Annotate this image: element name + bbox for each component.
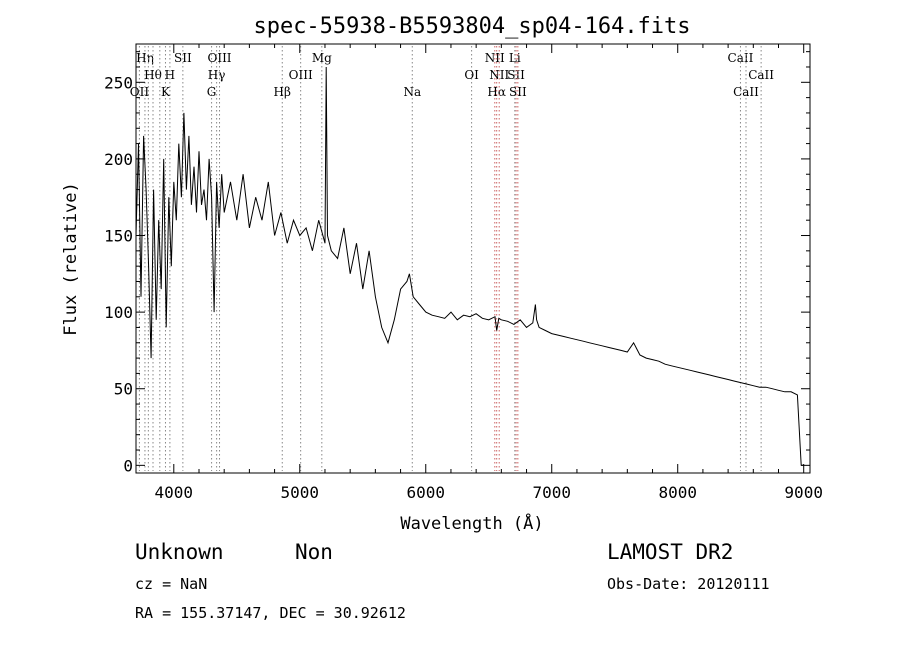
survey-label: LAMOST DR2	[607, 540, 734, 564]
x-tick-label-9000: 9000	[784, 483, 823, 502]
line-marker-label-14: Na	[403, 85, 421, 99]
line-marker-label-22: CaII	[728, 51, 754, 65]
line-marker-label-10: OIII	[207, 51, 231, 65]
spectrum-series-line-0	[135, 66, 804, 466]
line-marker-label-16: NII	[485, 51, 505, 65]
line-marker-label-6: H	[165, 68, 175, 82]
line-marker-label-8: G	[207, 85, 217, 99]
y-tick-label-0: 0	[123, 456, 133, 475]
x-tick-label-8000: 8000	[658, 483, 697, 502]
series-layer	[135, 66, 804, 466]
x-tick-label-7000: 7000	[532, 483, 571, 502]
class-label: Unknown	[135, 540, 224, 564]
line-marker-label-3: Hθ	[144, 68, 162, 82]
x-axis-label: Wavelength (Å)	[400, 512, 543, 534]
obs-date-label: Obs-Date: 20120111	[607, 575, 770, 593]
line-marker-label-19: Li	[509, 51, 521, 65]
line-marker-label-20: SII	[507, 68, 525, 82]
line-marker-label-11: Hβ	[274, 85, 291, 99]
y-tick-label-150: 150	[104, 227, 133, 246]
line-marker-label-15: OI	[464, 68, 479, 82]
coordinates-label: RA = 155.37147, DEC = 30.92612	[135, 604, 406, 622]
chart-title: spec-55938-B5593804_sp04-164.fits	[253, 14, 690, 39]
line-marker-label-7: SII	[174, 51, 192, 65]
y-tick-label-250: 250	[104, 73, 133, 92]
line-marker-label-24: CaII	[748, 68, 774, 82]
line-marker-label-13: Mg	[312, 51, 332, 65]
line-marker-label-9: Hγ	[208, 68, 226, 82]
line-marker-label-18: NII	[489, 68, 509, 82]
y-axis-label: Flux (relative)	[61, 182, 81, 336]
y-tick-label-50: 50	[114, 380, 133, 399]
x-tick-label-5000: 5000	[281, 483, 320, 502]
y-tick-label-100: 100	[104, 303, 133, 322]
line-marker-label-21: SII	[509, 85, 527, 99]
x-tick-label-4000: 4000	[155, 483, 194, 502]
y-tick-label-200: 200	[104, 150, 133, 169]
line-marker-label-12: OIII	[289, 68, 313, 82]
line-marker-label-5: K	[161, 85, 171, 99]
subclass-label: Non	[295, 540, 333, 564]
cz-label: cz = NaN	[135, 575, 208, 593]
line-marker-label-1: Hη	[136, 51, 154, 65]
line-marker-label-23: CaII	[733, 85, 759, 99]
x-tick-label-6000: 6000	[406, 483, 445, 502]
emission-lines-layer: OIIHηHθKHSIIGHγOIIIHβOIIIMgNaOINIIHαNIIL…	[130, 46, 774, 471]
line-marker-label-0: OII	[130, 85, 150, 99]
line-marker-label-17: Hα	[487, 85, 506, 99]
plot-frame	[135, 43, 811, 474]
axes-layer: 4000 5000 6000 7000 8000 9000 0 50 100 150 200 250	[104, 43, 823, 502]
